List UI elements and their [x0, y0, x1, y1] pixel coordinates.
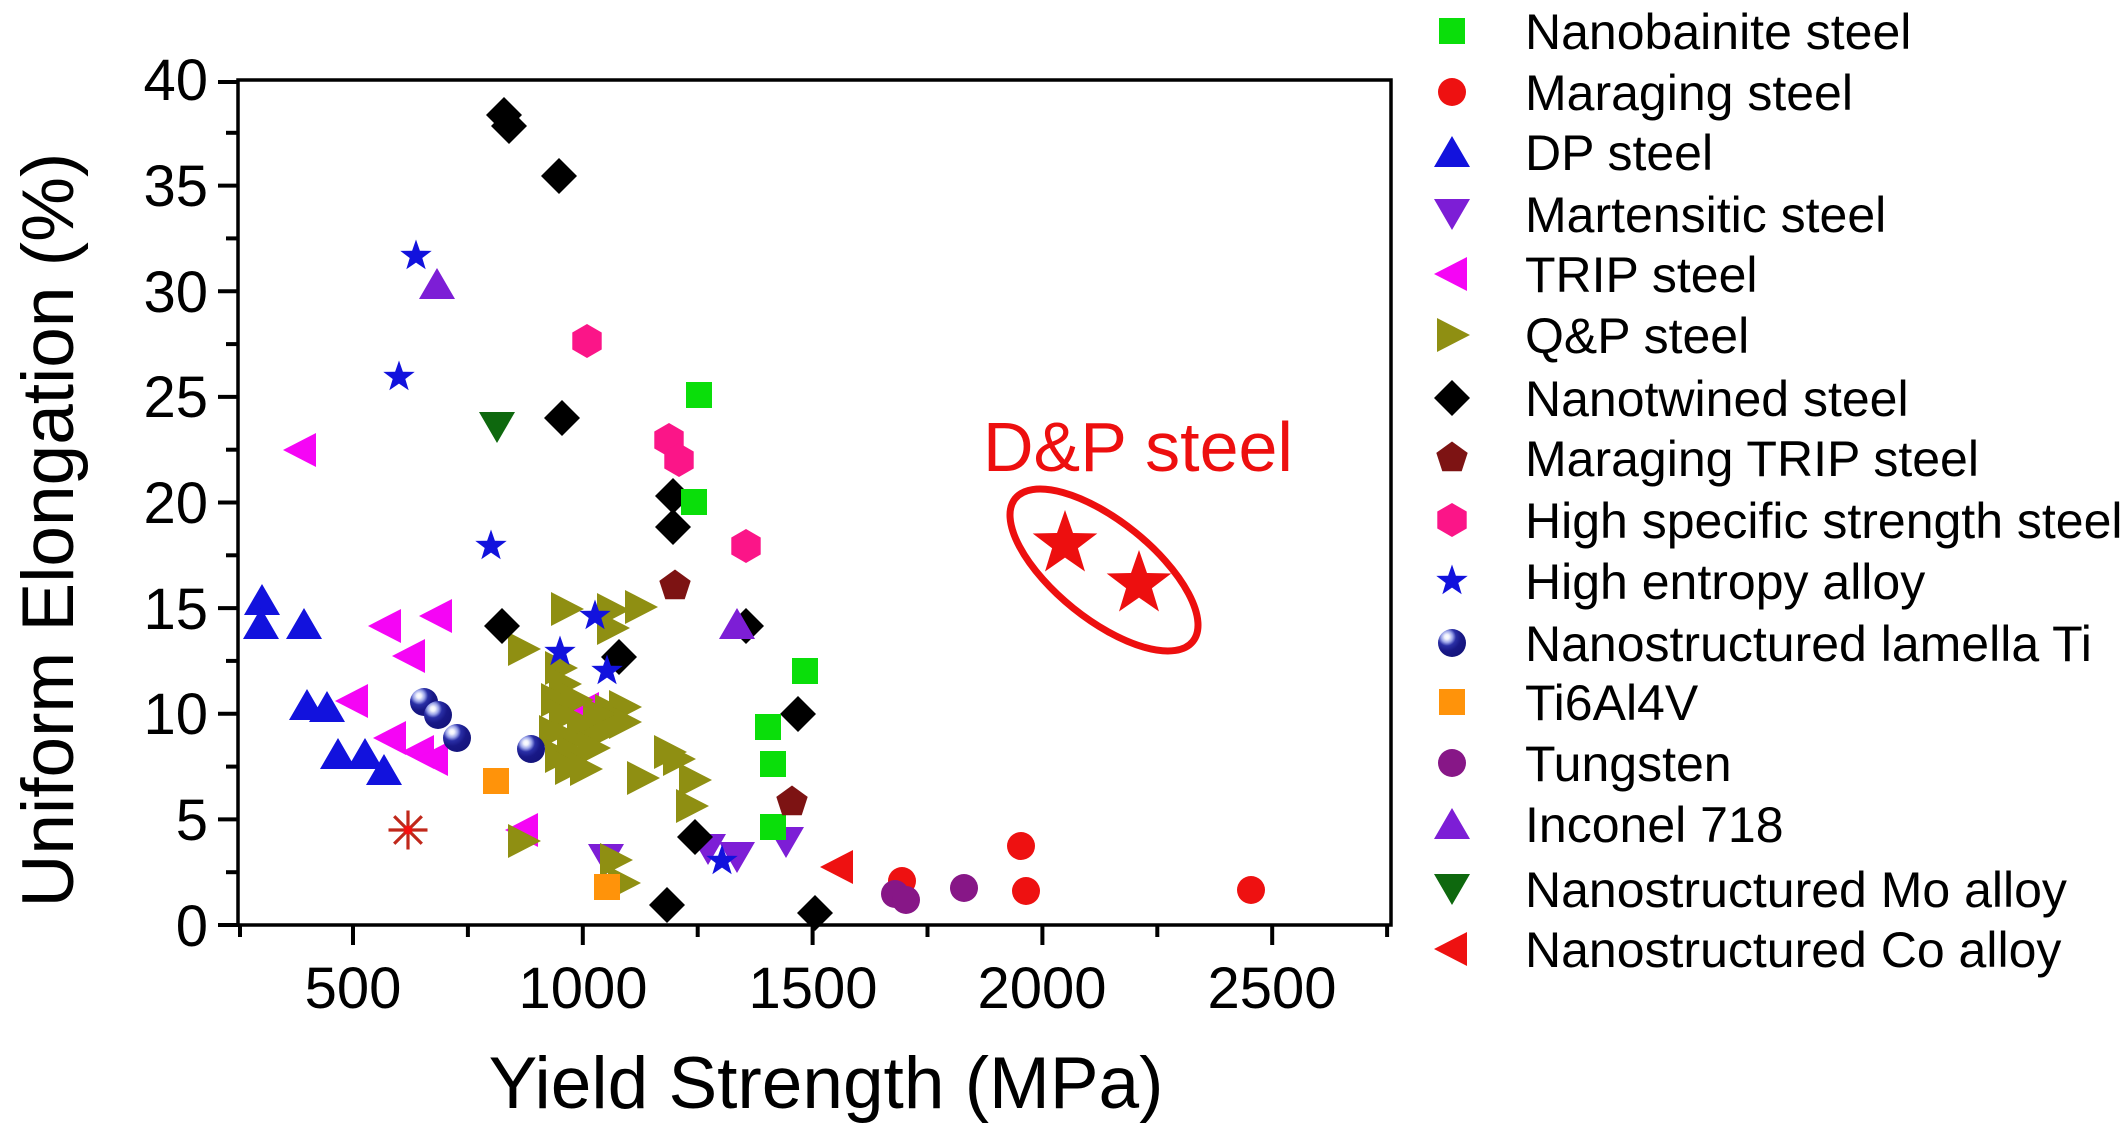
svg-text:2000: 2000: [977, 956, 1106, 1021]
svg-text:Yield Strength (MPa): Yield Strength (MPa): [489, 1043, 1164, 1124]
svg-text:Nanostructured Co alloy: Nanostructured Co alloy: [1525, 922, 2061, 978]
svg-text:5: 5: [176, 788, 208, 853]
svg-text:25: 25: [143, 365, 208, 430]
svg-text:20: 20: [143, 471, 208, 536]
svg-text:40: 40: [143, 48, 208, 113]
svg-text:Nanostructured Mo alloy: Nanostructured Mo alloy: [1525, 862, 2067, 918]
svg-text:500: 500: [305, 956, 402, 1021]
svg-text:2500: 2500: [1207, 956, 1336, 1021]
svg-text:Inconel 718: Inconel 718: [1525, 797, 1784, 853]
svg-text:15: 15: [143, 577, 208, 642]
svg-text:Uniform Elongation (%): Uniform Elongation (%): [8, 153, 89, 908]
svg-text:Nanobainite steel: Nanobainite steel: [1525, 4, 1911, 60]
svg-text:Maraging steel: Maraging steel: [1525, 65, 1853, 121]
svg-text:Q&P steel: Q&P steel: [1525, 308, 1749, 364]
svg-text:1500: 1500: [748, 956, 877, 1021]
svg-text:Nanostructured lamella Ti: Nanostructured lamella Ti: [1525, 616, 2092, 672]
svg-text:High specific strength steel: High specific strength steel: [1525, 493, 2122, 549]
svg-text:High entropy alloy: High entropy alloy: [1525, 554, 1925, 610]
svg-text:Maraging TRIP steel: Maraging TRIP steel: [1525, 431, 1979, 487]
svg-text:Nanotwined steel: Nanotwined steel: [1525, 371, 1909, 427]
svg-text:0: 0: [176, 894, 208, 959]
svg-text:35: 35: [143, 154, 208, 219]
svg-text:1000: 1000: [518, 956, 647, 1021]
svg-text:DP steel: DP steel: [1525, 125, 1713, 181]
svg-text:30: 30: [143, 260, 208, 325]
svg-text:Tungsten: Tungsten: [1525, 736, 1732, 792]
svg-text:D&P steel: D&P steel: [983, 408, 1293, 486]
svg-text:TRIP steel: TRIP steel: [1525, 247, 1758, 303]
svg-text:Ti6Al4V: Ti6Al4V: [1525, 675, 1699, 731]
svg-text:Martensitic steel: Martensitic steel: [1525, 187, 1886, 243]
svg-text:10: 10: [143, 682, 208, 747]
